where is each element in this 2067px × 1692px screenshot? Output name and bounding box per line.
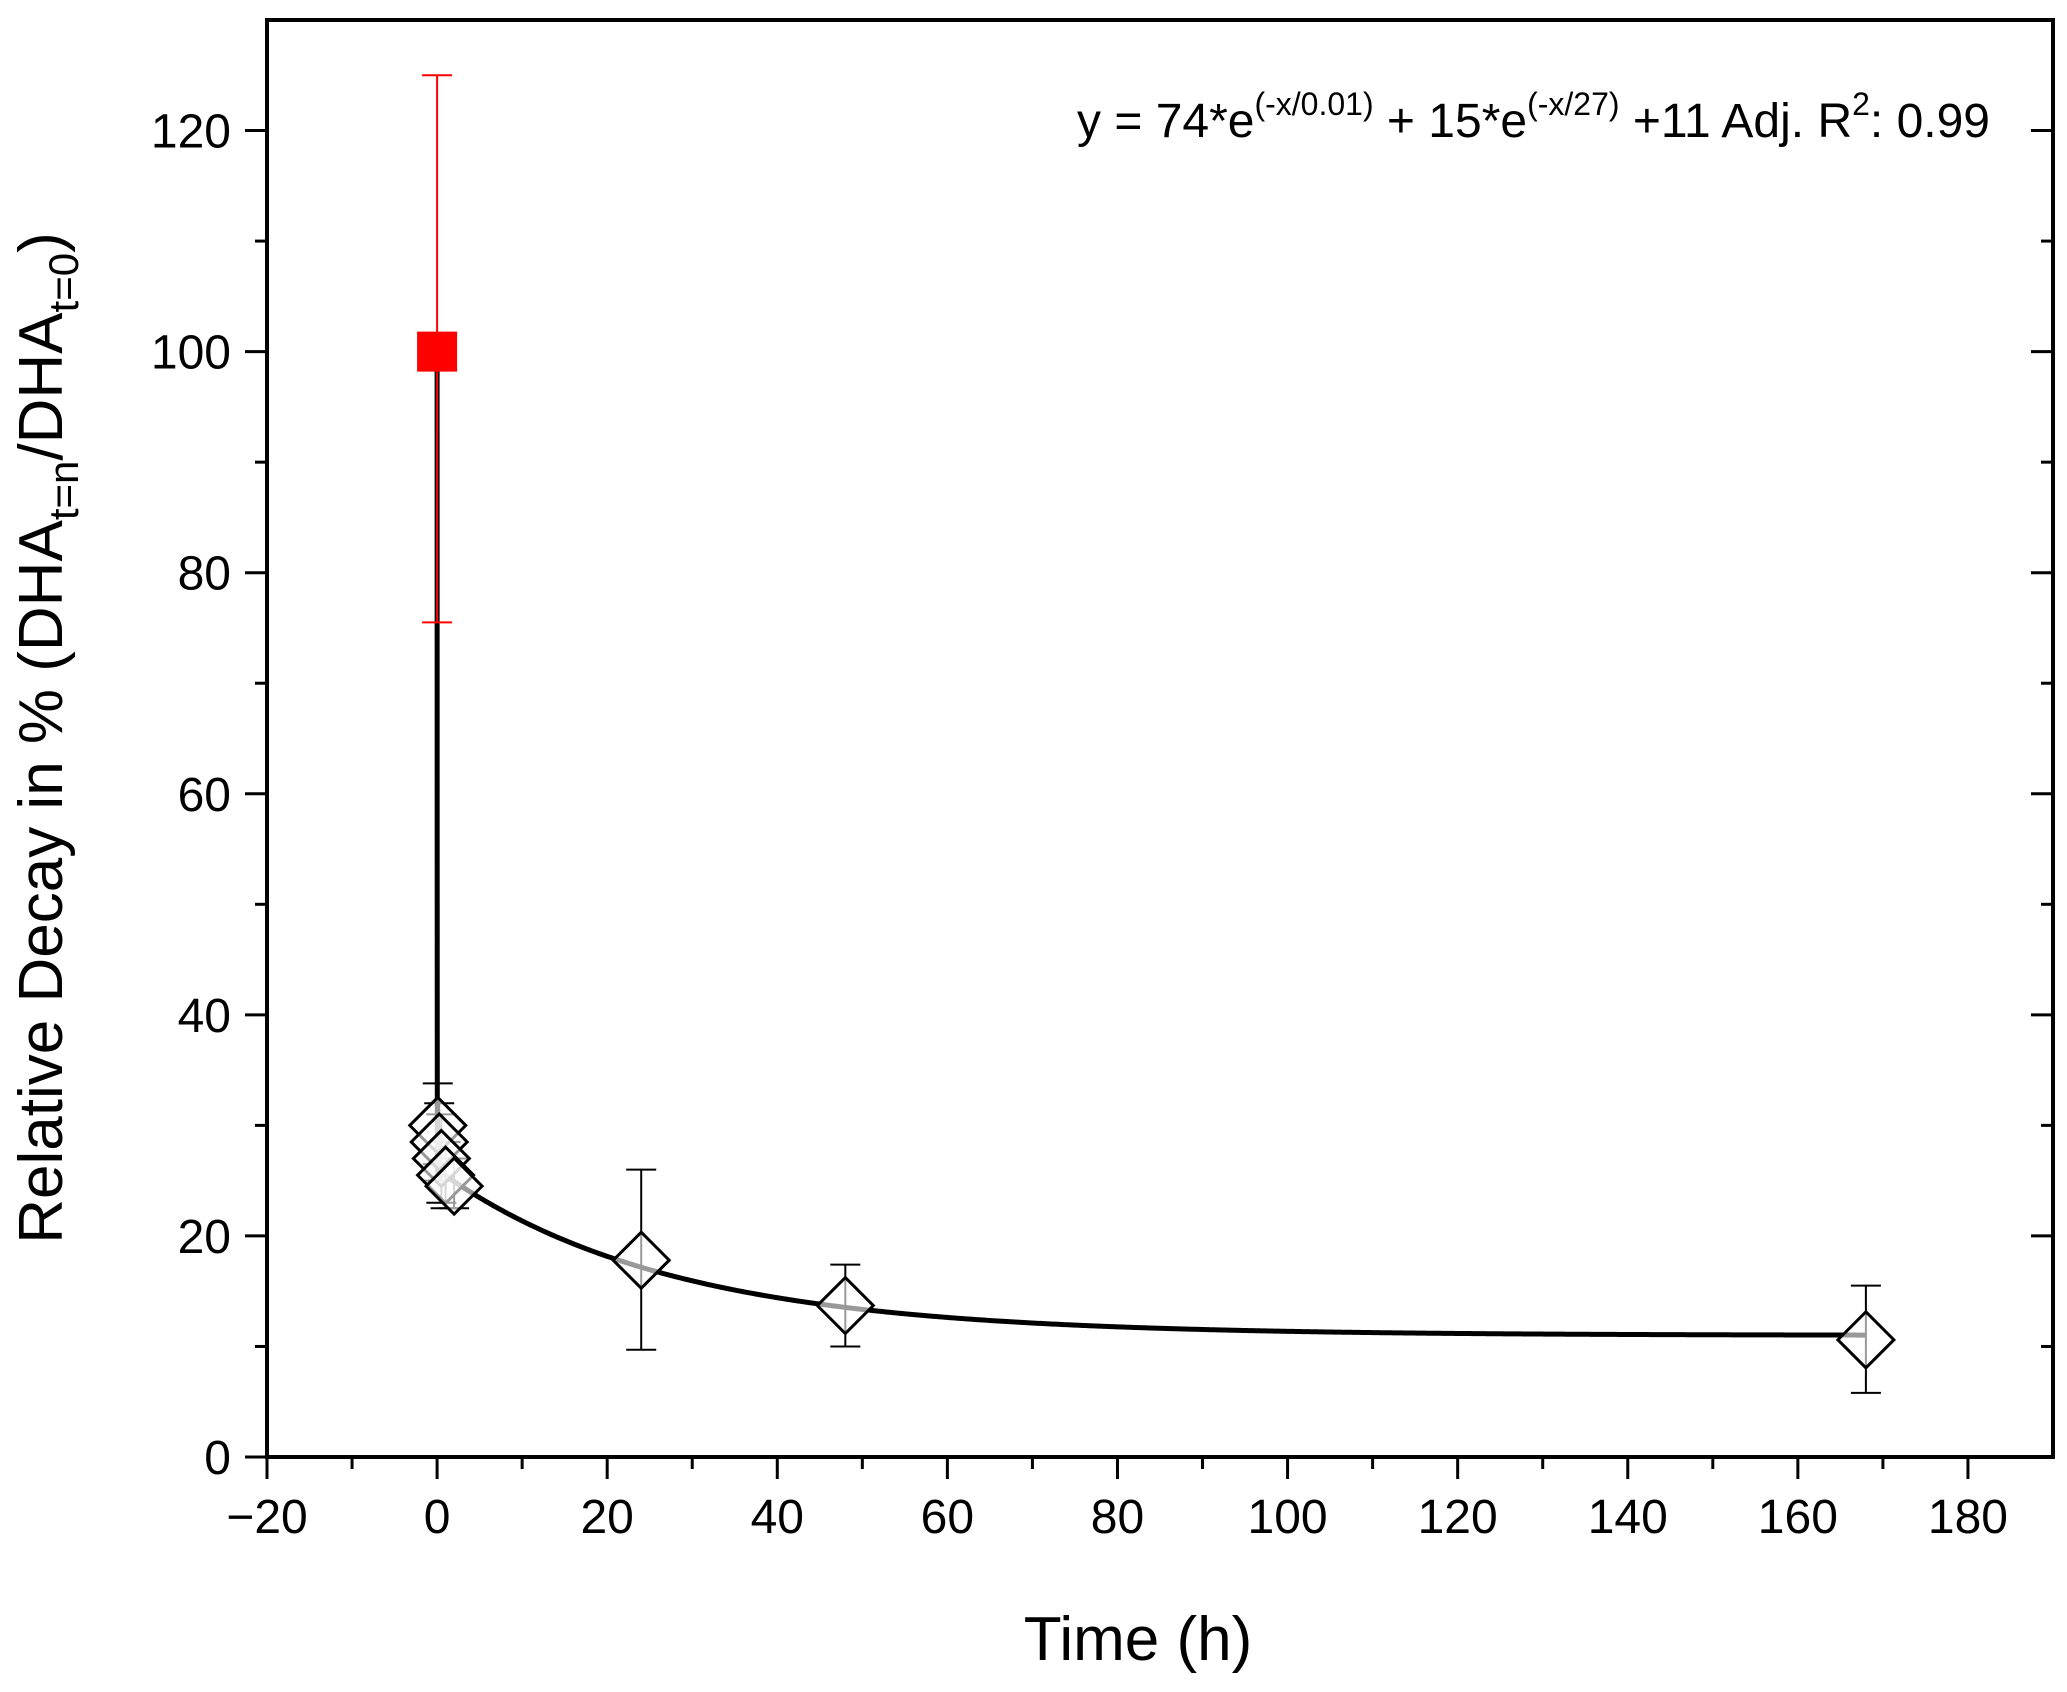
diamond-point: [815, 1275, 876, 1336]
diamond-point: [423, 1156, 485, 1217]
x-tick-label: 140: [1588, 1491, 1668, 1544]
fit-curve-layer: [434, 351, 1866, 1338]
x-tick-label: 100: [1248, 1491, 1328, 1544]
y-tick-label: 20: [178, 1211, 231, 1264]
x-tick-label: 160: [1758, 1491, 1838, 1544]
y-tick-label: 100: [151, 327, 231, 380]
error-bars: [422, 74, 1881, 1394]
diamond-point: [611, 1230, 672, 1291]
x-tick-label: 40: [751, 1491, 804, 1544]
x-tick-label: 120: [1418, 1491, 1498, 1544]
y-tick-label: 60: [178, 769, 231, 822]
y-axis-title: Relative Decay in % (DHAt=n/DHAt=0): [7, 232, 87, 1244]
x-tick-label: 180: [1928, 1491, 2008, 1544]
x-axis-title: Time (h): [1024, 1605, 1252, 1674]
fit-equation: y = 74*e(-x/0.01) + 15*e(-x/27) +11 Adj.…: [1077, 86, 1990, 148]
reference-square-point: [417, 331, 458, 372]
plot-frame: [265, 18, 2055, 1459]
x-tick-label: 20: [580, 1491, 633, 1544]
y-tick-label: 120: [151, 106, 231, 159]
x-tick-label: 0: [424, 1491, 451, 1544]
tick-labels: −20 0 20 40 60 80 100 120 140 160 180 0 20 40 60 80 100 1…: [151, 106, 2008, 1544]
axis-ticks: [245, 129, 2053, 1479]
y-tick-label: 0: [204, 1432, 231, 1485]
y-tick-label: 80: [178, 548, 231, 601]
data-points: [407, 331, 1897, 1370]
x-tick-label: 80: [1091, 1491, 1144, 1544]
fit-curve: [434, 351, 1866, 1338]
x-tick-label: −20: [226, 1491, 307, 1544]
y-tick-label: 40: [178, 990, 231, 1043]
x-tick-label: 60: [921, 1491, 974, 1544]
diamond-point: [1835, 1309, 1897, 1370]
